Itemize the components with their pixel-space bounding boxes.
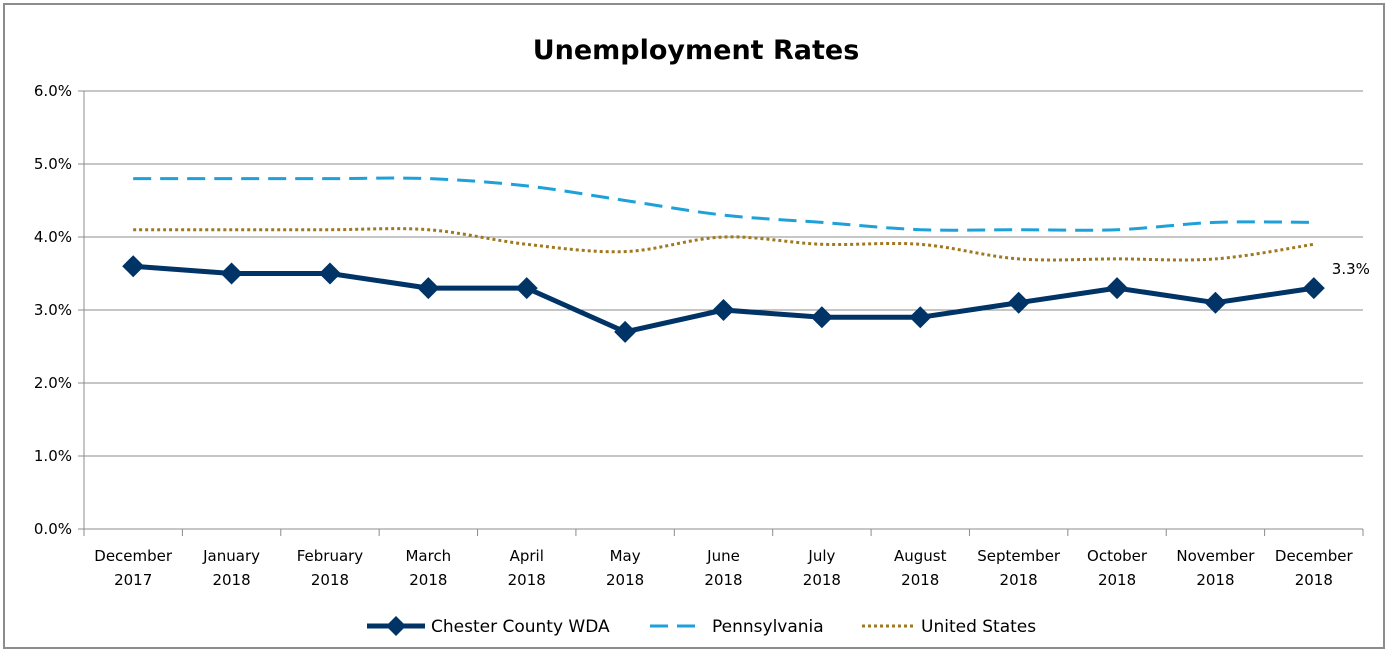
x-tick-label: October 2018 [1087,547,1148,589]
x-tick-label: August 2018 [894,547,947,589]
y-tick-label: 0.0% [34,520,72,538]
series-line-united-states [133,227,1315,262]
data-point-chester-county-wda [1007,291,1030,314]
y-tick-label: 3.0% [34,301,72,319]
x-tick-label: February 2018 [297,547,364,589]
y-tick-label: 1.0% [34,447,72,465]
data-point-chester-county-wda [909,306,932,329]
legend-label: United States [921,617,1036,637]
y-tick-label: 6.0% [34,82,72,100]
legend-marker [386,616,406,636]
axes [78,90,1364,536]
chart-title: Unemployment Rates [533,35,860,66]
y-tick-label: 2.0% [34,374,72,392]
legend: Chester County WDA Pennsylvania United Sta… [367,616,1036,637]
data-point-chester-county-wda [712,299,735,321]
x-tick-label: June 2018 [704,547,742,589]
data-point-chester-county-wda [1204,291,1227,314]
y-tick-label: 5.0% [34,155,72,173]
x-tick-label: September 2018 [977,547,1061,589]
data-point-chester-county-wda [1302,277,1325,300]
series-line-pennsylvania [133,176,1314,232]
legend-item-pennsylvania: Pennsylvania [650,617,824,637]
x-tick-label: March 2018 [405,547,451,589]
legend-label: Chester County WDA [431,617,610,637]
legend-item-chester-county-wda: Chester County WDA [367,616,610,637]
x-tick-label: December 2017 [94,547,173,589]
data-point-chester-county-wda [810,306,833,329]
data-point-chester-county-wda [1106,277,1129,300]
x-tick-label: December 2018 [1275,547,1354,589]
y-tick-label: 4.0% [34,228,72,246]
data-point-chester-county-wda [122,255,145,278]
data-label: 3.3% [1332,260,1370,278]
x-tick-label: May 2018 [606,547,644,589]
data-point-chester-county-wda [417,277,440,300]
chart-frame: Unemployment Rates 0.0% 1.0% 2.0% 3.0% 4.0% 5… [3,3,1385,649]
x-tick-label: April 2018 [508,547,546,589]
data-point-chester-county-wda [318,262,341,285]
legend-label: Pennsylvania [712,617,824,637]
x-tick-label: November 2018 [1176,547,1255,589]
x-tick-label: January 2018 [202,547,260,589]
series-lines [122,176,1325,343]
tick-labels: 0.0% 1.0% 2.0% 3.0% 4.0% 5.0% 6.0% December 2017… [34,82,1370,589]
data-point-chester-county-wda [515,277,538,300]
x-tick-label: July 2018 [803,547,841,589]
data-point-chester-county-wda [614,320,637,343]
data-point-chester-county-wda [220,262,243,285]
line-chart: Unemployment Rates 0.0% 1.0% 2.0% 3.0% 4.0% 5… [34,35,1370,637]
legend-item-united-states: United States [862,617,1036,637]
